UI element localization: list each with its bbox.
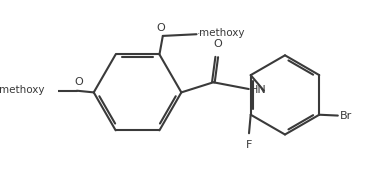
Text: HN: HN bbox=[249, 85, 266, 95]
Text: O: O bbox=[157, 23, 166, 33]
Text: O: O bbox=[213, 39, 222, 49]
Text: O: O bbox=[74, 77, 83, 87]
Text: Br: Br bbox=[340, 111, 352, 121]
Text: methoxy: methoxy bbox=[199, 28, 245, 38]
Text: methoxy: methoxy bbox=[0, 85, 45, 95]
Text: methoxy: methoxy bbox=[199, 33, 205, 34]
Text: F: F bbox=[246, 140, 252, 150]
Text: methoxy: methoxy bbox=[198, 33, 205, 34]
